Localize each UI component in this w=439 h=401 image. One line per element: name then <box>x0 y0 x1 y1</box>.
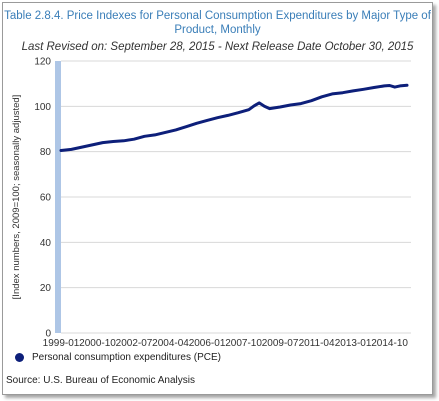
y-tick-labels: 0 20 40 60 80 100 120 <box>34 57 51 340</box>
source-note: Source: U.S. Bureau of Economic Analysis <box>6 375 195 386</box>
x-tick-label: 2006-01 <box>189 338 226 349</box>
y-axis-bar <box>55 61 61 333</box>
x-tick-label: 2011-04 <box>299 338 335 349</box>
x-tick-label: 2009-07 <box>262 338 299 349</box>
y-tick-label: 80 <box>40 147 52 158</box>
x-tick-label: 2007-10 <box>225 338 262 349</box>
y-axis-label: [Index numbers, 2009=100; seasonally adj… <box>11 95 22 300</box>
legend-marker <box>15 353 24 362</box>
y-tick-label: 60 <box>40 193 52 204</box>
chart-frame: Table 2.8.4. Price Indexes for Personal … <box>2 2 433 395</box>
x-tick-label: 2013-01 <box>335 338 372 349</box>
x-tick-labels: 1999-01 2000-10 2002-07 2004-04 2006-01 2007-… <box>43 338 409 349</box>
x-tick-label: 2002-07 <box>116 338 153 349</box>
y-tick-label: 40 <box>40 238 52 249</box>
x-tick-label: 1999-01 <box>43 338 80 349</box>
chart-subtitle: Last Revised on: September 28, 2015 - Ne… <box>21 41 414 53</box>
legend: Personal consumption expenditures (PCE) <box>15 352 221 363</box>
gridlines <box>61 60 411 334</box>
x-tick-label: 2004-04 <box>152 338 189 349</box>
series-lines <box>59 83 409 152</box>
chart-title-line1: Table 2.8.4. Price Indexes for Personal … <box>4 10 431 22</box>
legend-label: Personal consumption expenditures (PCE) <box>32 352 221 363</box>
chart-title: Table 2.8.4. Price Indexes for Personal … <box>3 9 432 37</box>
x-tick-label: 2014-10 <box>371 338 408 349</box>
y-tick-label: 100 <box>34 102 51 113</box>
y-tick-label: 20 <box>40 283 52 294</box>
y-tick-label: 0 <box>45 329 51 340</box>
x-tick-label: 2000-10 <box>79 338 116 349</box>
series-line-pce <box>59 83 409 152</box>
y-tick-label: 120 <box>34 57 51 68</box>
chart-title-line2: Product, Monthly <box>174 24 261 36</box>
